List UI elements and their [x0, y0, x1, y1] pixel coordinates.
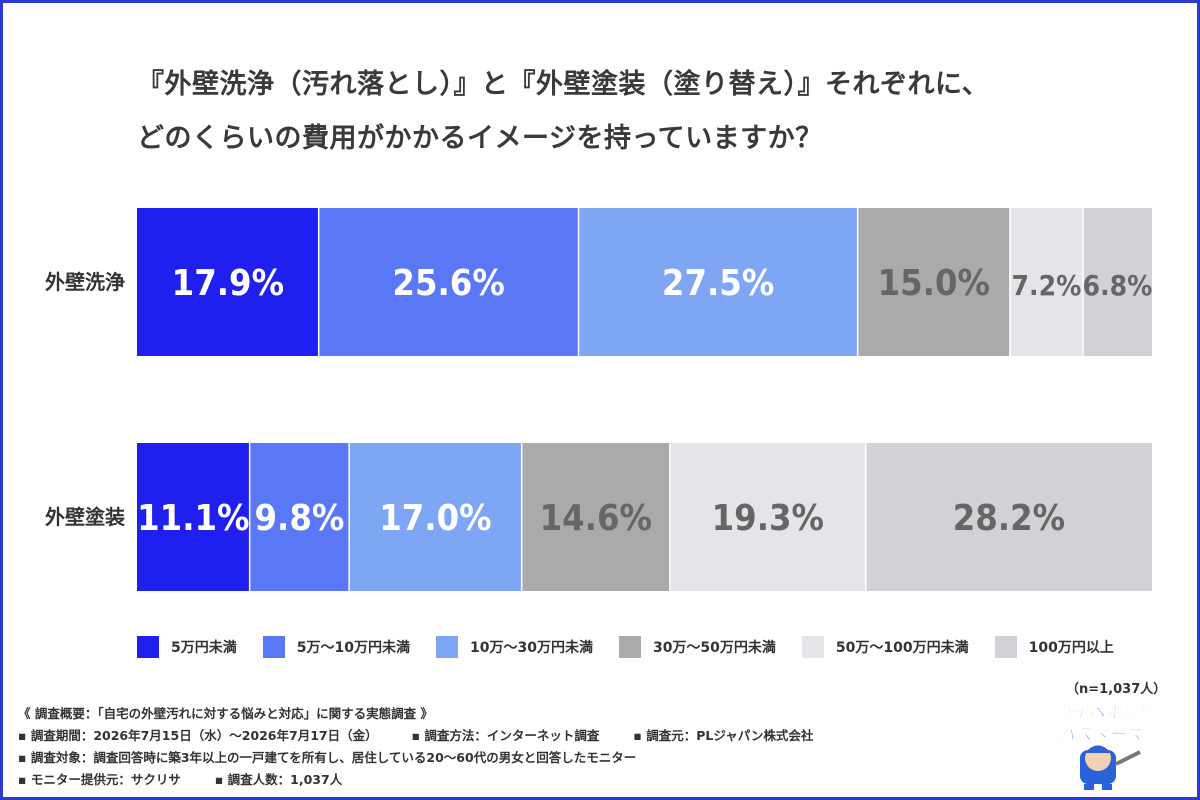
legend-item: 10万～30万円未満	[435, 636, 593, 658]
data-label: 15.0%	[878, 263, 990, 304]
bar-segment	[137, 443, 250, 591]
data-label: 7.2%	[1012, 269, 1082, 302]
legend-item: 5万円未満	[137, 636, 237, 658]
data-label: 6.8%	[1083, 269, 1153, 302]
bar-segment	[865, 443, 1152, 591]
category-label: 外壁洗浄	[45, 270, 125, 294]
logo-line-1: ガイヘキ洗浄	[1054, 703, 1158, 723]
bar-segment	[318, 208, 579, 356]
bar-segment	[521, 443, 670, 591]
notes-source: ▪ 調査元：PLジャパン株式会社	[633, 728, 814, 743]
bar-segment	[1009, 208, 1083, 356]
brand-logo: ガイヘキ洗浄 バスターズ	[1054, 703, 1158, 790]
bar-segment	[857, 208, 1010, 356]
legend-swatch	[994, 636, 1017, 658]
data-label: 11.1%	[137, 498, 249, 539]
bar-segment	[137, 208, 319, 356]
legend-item: 100万円以上	[994, 636, 1114, 658]
data-label: 17.9%	[172, 263, 284, 304]
bar-segment	[249, 443, 350, 591]
legend-item: 50万～100万円未満	[801, 636, 969, 658]
survey-notes: 《 調査概要：「自宅の外壁汚れに対する悩みと対応」に関する実態調査 》 ▪ 調査…	[18, 703, 813, 791]
legend-swatch	[435, 636, 458, 658]
legend-label: 100万円以上	[1028, 640, 1114, 656]
data-label: 17.0%	[379, 498, 491, 539]
legend-label: 5万円未満	[171, 640, 237, 656]
legend-swatch	[137, 636, 159, 658]
sample-size: （n=1,037人）	[1066, 682, 1167, 697]
chart-title: 『外壁洗浄（汚れ落とし）』と『外壁塗装（塗り替え）』それぞれに、 どのくらいの費…	[137, 58, 989, 166]
data-label: 25.6%	[392, 263, 504, 304]
data-label: 27.5%	[662, 263, 774, 304]
notes-target: ▪ 調査対象：調査回答時に築3年以上の一戸建てを所有し、居住している20～60代…	[18, 750, 637, 765]
legend: 5万円未満 5万～10万円未満 10万～30万円未満 30万～50万円未満 50万～10…	[137, 636, 1140, 658]
bar-segment	[669, 443, 866, 591]
title-line-1: 『外壁洗浄（汚れ落とし）』と『外壁塗装（塗り替え）』それぞれに、	[137, 69, 990, 100]
notes-provider: ▪ モニター提供元：サクリサ	[18, 772, 181, 787]
data-label: 14.6%	[540, 498, 652, 539]
legend-label: 30万～50万円未満	[652, 640, 776, 656]
data-label: 9.8%	[254, 498, 344, 539]
notes-overview: 《 調査概要：「自宅の外壁汚れに対する悩みと対応」に関する実態調査 》	[18, 706, 433, 721]
legend-swatch	[262, 636, 285, 658]
legend-swatch	[618, 636, 641, 658]
mascot-icon	[1080, 745, 1141, 790]
notes-method: ▪ 調査方法：インターネット調査	[411, 728, 600, 743]
legend-label: 10万～30万円未満	[469, 640, 593, 656]
legend-swatch	[801, 636, 824, 658]
notes-period: ▪ 調査期間：2026年7月15日（水）～2026年7月17日（金）	[18, 728, 378, 743]
legend-label: 50万～100万円未満	[835, 640, 969, 656]
bar-segment	[578, 208, 858, 356]
legend-item: 30万～50万円未満	[618, 636, 776, 658]
logo-line-2: バスターズ	[1058, 725, 1145, 745]
title-line-2: どのくらいの費用がかかるイメージを持っていますか？	[137, 123, 823, 154]
category-label: 外壁塗装	[45, 505, 125, 529]
bar-segment	[349, 443, 522, 591]
data-label: 19.3%	[712, 498, 824, 539]
bar-segment	[1082, 208, 1152, 356]
legend-item: 5万～10万円未満	[262, 636, 410, 658]
data-label: 28.2%	[953, 498, 1065, 539]
legend-label: 5万～10万円未満	[296, 640, 410, 656]
notes-count: ▪ 調査人数：1,037人	[214, 772, 343, 787]
